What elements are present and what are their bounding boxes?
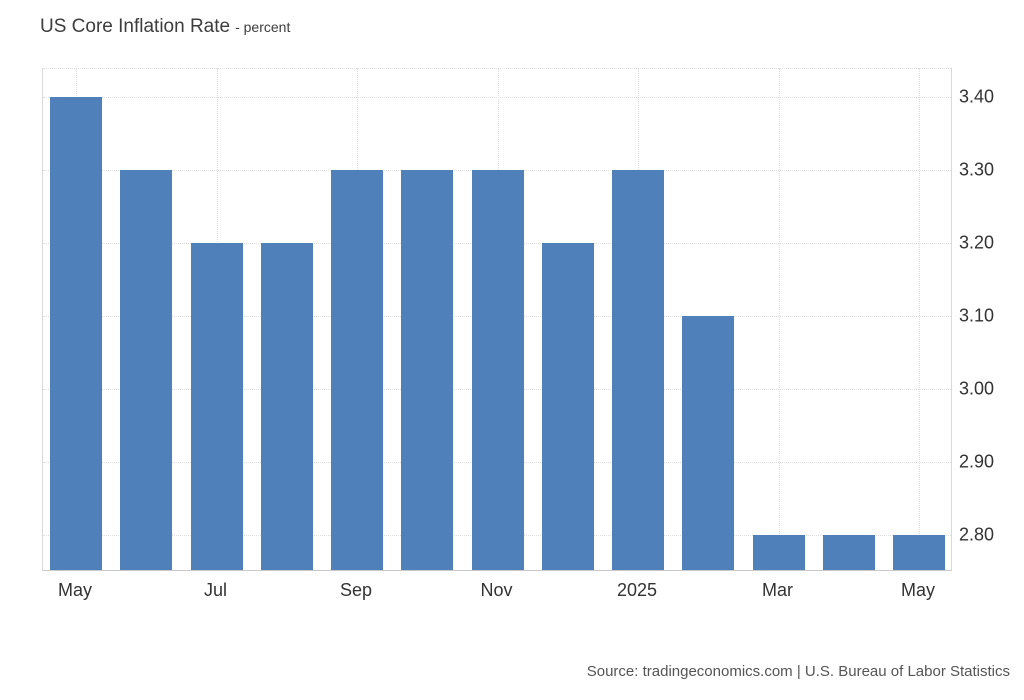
- x-tick-label-nov: Nov: [480, 580, 513, 600]
- gridline-y-3.40: [43, 97, 951, 99]
- x-tick-label-sep: Sep: [339, 580, 373, 600]
- y-tick-label-3.20: 3.20: [959, 232, 995, 253]
- plot-area: [42, 68, 952, 571]
- y-tick-label-3.30: 3.30: [959, 159, 995, 180]
- y-tick-label-3.00: 3.00: [959, 378, 995, 399]
- x-tick-label-may: May: [57, 580, 93, 600]
- x-tick-label-may: May: [900, 580, 936, 600]
- bar-may-2025[interactable]: [893, 535, 945, 570]
- y-tick-label-2.80: 2.80: [959, 524, 995, 545]
- chart-title-main: US Core Inflation Rate: [40, 16, 231, 37]
- source-attribution: Source: tradingeconomics.com | U.S. Bure…: [586, 663, 1010, 680]
- y-tick-label-3.40: 3.40: [959, 86, 995, 107]
- bar-jul-2024[interactable]: [190, 243, 243, 570]
- x-tick-label-mar: Mar: [762, 580, 793, 600]
- bar-mar-2025[interactable]: [752, 535, 805, 570]
- bar-sep-2024[interactable]: [331, 170, 383, 570]
- bar-feb-2025[interactable]: [682, 316, 735, 570]
- bar-apr-2025[interactable]: [822, 535, 875, 570]
- y-tick-label-3.10: 3.10: [959, 305, 995, 326]
- x-tick-label-2025: 2025: [616, 580, 658, 600]
- plot-top-border: [43, 68, 951, 69]
- chart-title: US Core Inflation Rate - percent: [40, 16, 290, 38]
- bar-nov-2024[interactable]: [471, 170, 524, 570]
- y-tick-label-2.90: 2.90: [959, 451, 995, 472]
- chart-title-unit: - percent: [235, 19, 291, 35]
- bar-may-2024[interactable]: [50, 97, 102, 570]
- bar-oct-2024[interactable]: [401, 170, 454, 570]
- gridline-x-may: [919, 68, 920, 570]
- bar-jan-2025[interactable]: [612, 170, 664, 570]
- x-tick-label-jul: Jul: [203, 580, 228, 600]
- bar-aug-2024[interactable]: [260, 243, 313, 570]
- bar-dec-2024[interactable]: [541, 243, 594, 570]
- gridline-x-mar: [778, 68, 780, 570]
- bar-jun-2024[interactable]: [120, 170, 173, 570]
